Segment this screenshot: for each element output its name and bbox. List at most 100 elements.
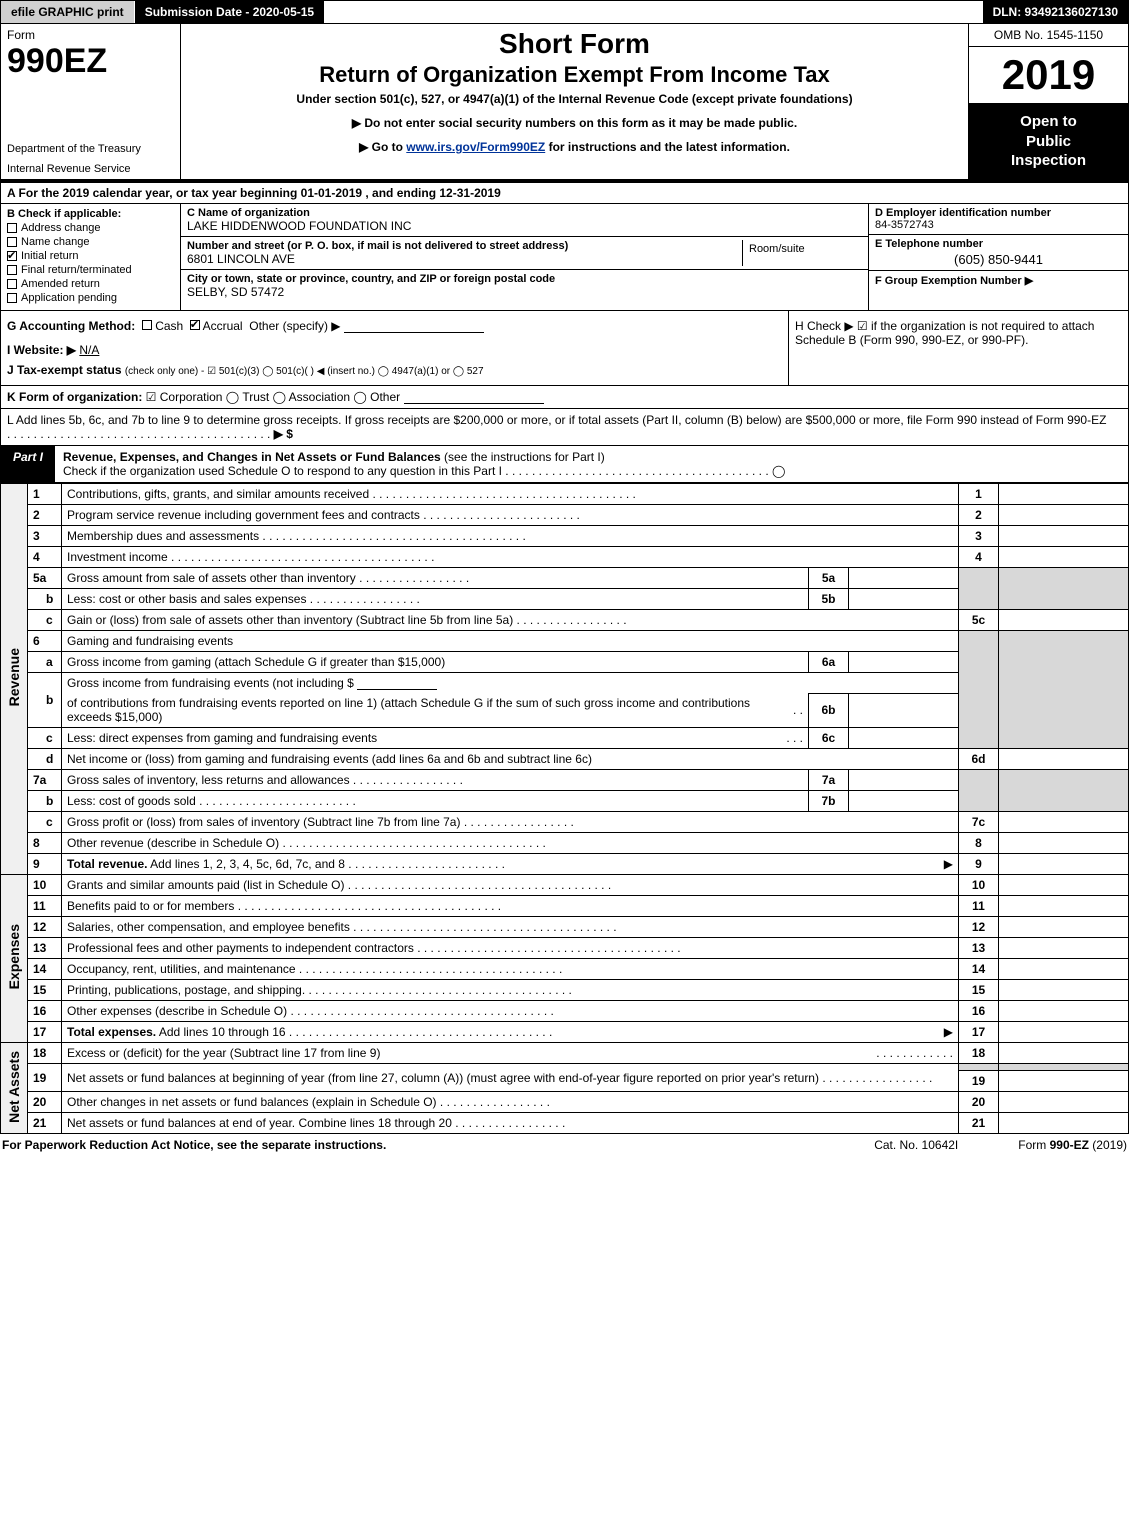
line-6d-value: [999, 749, 1129, 770]
line-5a-value: [849, 567, 959, 588]
website-value: N/A: [79, 343, 479, 357]
chk-name-change[interactable]: Name change: [7, 236, 174, 248]
line-17-desc: Add lines 10 through 16: [159, 1025, 552, 1039]
chk-application-pending[interactable]: Application pending: [7, 292, 174, 304]
column-b-checkboxes: B Check if applicable: Address change Na…: [1, 204, 181, 310]
row-gh: G Accounting Method: Cash Accrual Other …: [0, 311, 1129, 386]
dept-irs: Internal Revenue Service: [7, 163, 174, 175]
header-mid: Short Form Return of Organization Exempt…: [181, 24, 968, 179]
line-5b-value: [849, 588, 959, 609]
side-expenses: Expenses: [1, 875, 28, 1043]
line-6b-amount-field[interactable]: [357, 676, 437, 690]
line-6c-desc: Less: direct expenses from gaming and fu…: [67, 731, 783, 745]
line-16-value: [999, 1001, 1129, 1022]
line-20-desc: Other changes in net assets or fund bala…: [67, 1095, 953, 1109]
tax-year: 2019: [969, 47, 1128, 104]
chk-initial-return[interactable]: Initial return: [7, 250, 174, 262]
c-name-label: C Name of organization: [187, 207, 862, 219]
line-1-desc: Contributions, gifts, grants, and simila…: [67, 487, 953, 501]
submission-date-badge: Submission Date - 2020-05-15: [135, 1, 325, 23]
row-d-ein: D Employer identification number 84-3572…: [869, 204, 1128, 235]
line-15-desc: Printing, publications, postage, and shi…: [67, 983, 953, 997]
line-12-value: [999, 917, 1129, 938]
chk-final-return[interactable]: Final return/terminated: [7, 264, 174, 276]
checkbox-icon: [7, 223, 17, 233]
l-text: L Add lines 5b, 6c, and 7b to line 9 to …: [7, 413, 1106, 427]
line-21-desc: Net assets or fund balances at end of ye…: [67, 1116, 953, 1130]
line-3-desc: Membership dues and assessments: [67, 529, 953, 543]
line-7b-desc: Less: cost of goods sold: [67, 794, 803, 808]
form-label: Form: [7, 28, 174, 42]
dept-treasury: Department of the Treasury: [7, 143, 174, 155]
line-8-value: [999, 833, 1129, 854]
line-9-desc: Add lines 1, 2, 3, 4, 5c, 6d, 7c, and 8: [150, 857, 505, 871]
org-city: SELBY, SD 57472: [187, 285, 862, 299]
line-7c-value: [999, 812, 1129, 833]
header-left: Form 990EZ Department of the Treasury In…: [1, 24, 181, 179]
other-specify-field[interactable]: [344, 319, 484, 333]
efile-print-button[interactable]: efile GRAPHIC print: [1, 1, 135, 23]
line-3-value: [999, 525, 1129, 546]
line-4-desc: Investment income: [67, 550, 953, 564]
footer-form-ref: Form 990-EZ (2019): [1018, 1138, 1127, 1152]
line-7c-desc: Gross profit or (loss) from sales of inv…: [67, 815, 953, 829]
checkbox-icon[interactable]: [142, 320, 152, 330]
checkbox-checked-icon: [7, 251, 17, 261]
row-a-tax-year: A For the 2019 calendar year, or tax yea…: [0, 180, 1129, 204]
org-name: LAKE HIDDENWOOD FOUNDATION INC: [187, 219, 862, 233]
chk-address-change[interactable]: Address change: [7, 222, 174, 234]
line-12-desc: Salaries, other compensation, and employ…: [67, 920, 953, 934]
omb-number: OMB No. 1545-1150: [969, 24, 1128, 47]
room-suite-label: Room/suite: [742, 240, 862, 266]
goto-suffix: for instructions and the latest informat…: [545, 140, 790, 154]
line-4-value: [999, 546, 1129, 567]
ssn-warning: ▶ Do not enter social security numbers o…: [189, 116, 960, 130]
open-to-public-inspection: Open to Public Inspection: [969, 104, 1128, 179]
dln-badge: DLN: 93492136027130: [983, 1, 1128, 23]
checkbox-icon: [7, 293, 17, 303]
line-19-desc: Net assets or fund balances at beginning…: [67, 1071, 953, 1085]
footer-catno: Cat. No. 10642I: [874, 1138, 958, 1152]
h-text: H Check ▶ ☑ if the organization is not r…: [795, 319, 1094, 347]
line-6a-desc: Gross income from gaming (attach Schedul…: [62, 651, 809, 672]
col-g: G Accounting Method: Cash Accrual Other …: [1, 311, 788, 385]
row-k: K Form of organization: ☑ Corporation ◯ …: [0, 386, 1129, 409]
line-5a-desc: Gross amount from sale of assets other t…: [67, 571, 803, 585]
footer-paperwork: For Paperwork Reduction Act Notice, see …: [2, 1138, 874, 1152]
line-13-desc: Professional fees and other payments to …: [67, 941, 953, 955]
row-l: L Add lines 5b, 6c, and 7b to line 9 to …: [0, 409, 1129, 446]
line-2-desc: Program service revenue including govern…: [67, 508, 953, 522]
under-section-text: Under section 501(c), 527, or 4947(a)(1)…: [189, 92, 960, 106]
k-other-field[interactable]: [404, 390, 544, 404]
line-17-value: [999, 1022, 1129, 1043]
line-11-value: [999, 896, 1129, 917]
section-bcdef: B Check if applicable: Address change Na…: [0, 204, 1129, 311]
line-19-value: [999, 1071, 1129, 1092]
i-label: I Website: ▶: [7, 343, 76, 357]
j-label: J Tax-exempt status: [7, 363, 122, 377]
top-bar: efile GRAPHIC print Submission Date - 20…: [0, 0, 1129, 24]
line-18-value: [999, 1043, 1129, 1064]
form-header: Form 990EZ Department of the Treasury In…: [0, 24, 1129, 180]
part-1-table: Revenue 1 Contributions, gifts, grants, …: [0, 483, 1129, 1135]
form-number: 990EZ: [7, 44, 174, 78]
part-1-header: Part I Revenue, Expenses, and Changes in…: [0, 446, 1129, 483]
checkbox-checked-icon[interactable]: [190, 320, 200, 330]
topbar-spacer: [325, 1, 982, 23]
line-7a-desc: Gross sales of inventory, less returns a…: [67, 773, 803, 787]
c-city-label: City or town, state or province, country…: [187, 273, 862, 285]
line-14-desc: Occupancy, rent, utilities, and maintena…: [67, 962, 953, 976]
irs-link[interactable]: www.irs.gov/Form990EZ: [406, 140, 545, 154]
line-14-value: [999, 959, 1129, 980]
k-detail: ☑ Corporation ◯ Trust ◯ Association ◯ Ot…: [146, 390, 400, 404]
line-15-value: [999, 980, 1129, 1001]
line-6b-value: [849, 693, 959, 728]
short-form-title: Short Form: [189, 28, 960, 60]
org-street: 6801 LINCOLN AVE: [187, 252, 742, 266]
line-8-desc: Other revenue (describe in Schedule O): [67, 836, 953, 850]
line-7a-value: [849, 770, 959, 791]
part-1-title: Revenue, Expenses, and Changes in Net As…: [55, 446, 1128, 482]
chk-amended-return[interactable]: Amended return: [7, 278, 174, 290]
line-11-desc: Benefits paid to or for members: [67, 899, 953, 913]
line-20-value: [999, 1092, 1129, 1113]
